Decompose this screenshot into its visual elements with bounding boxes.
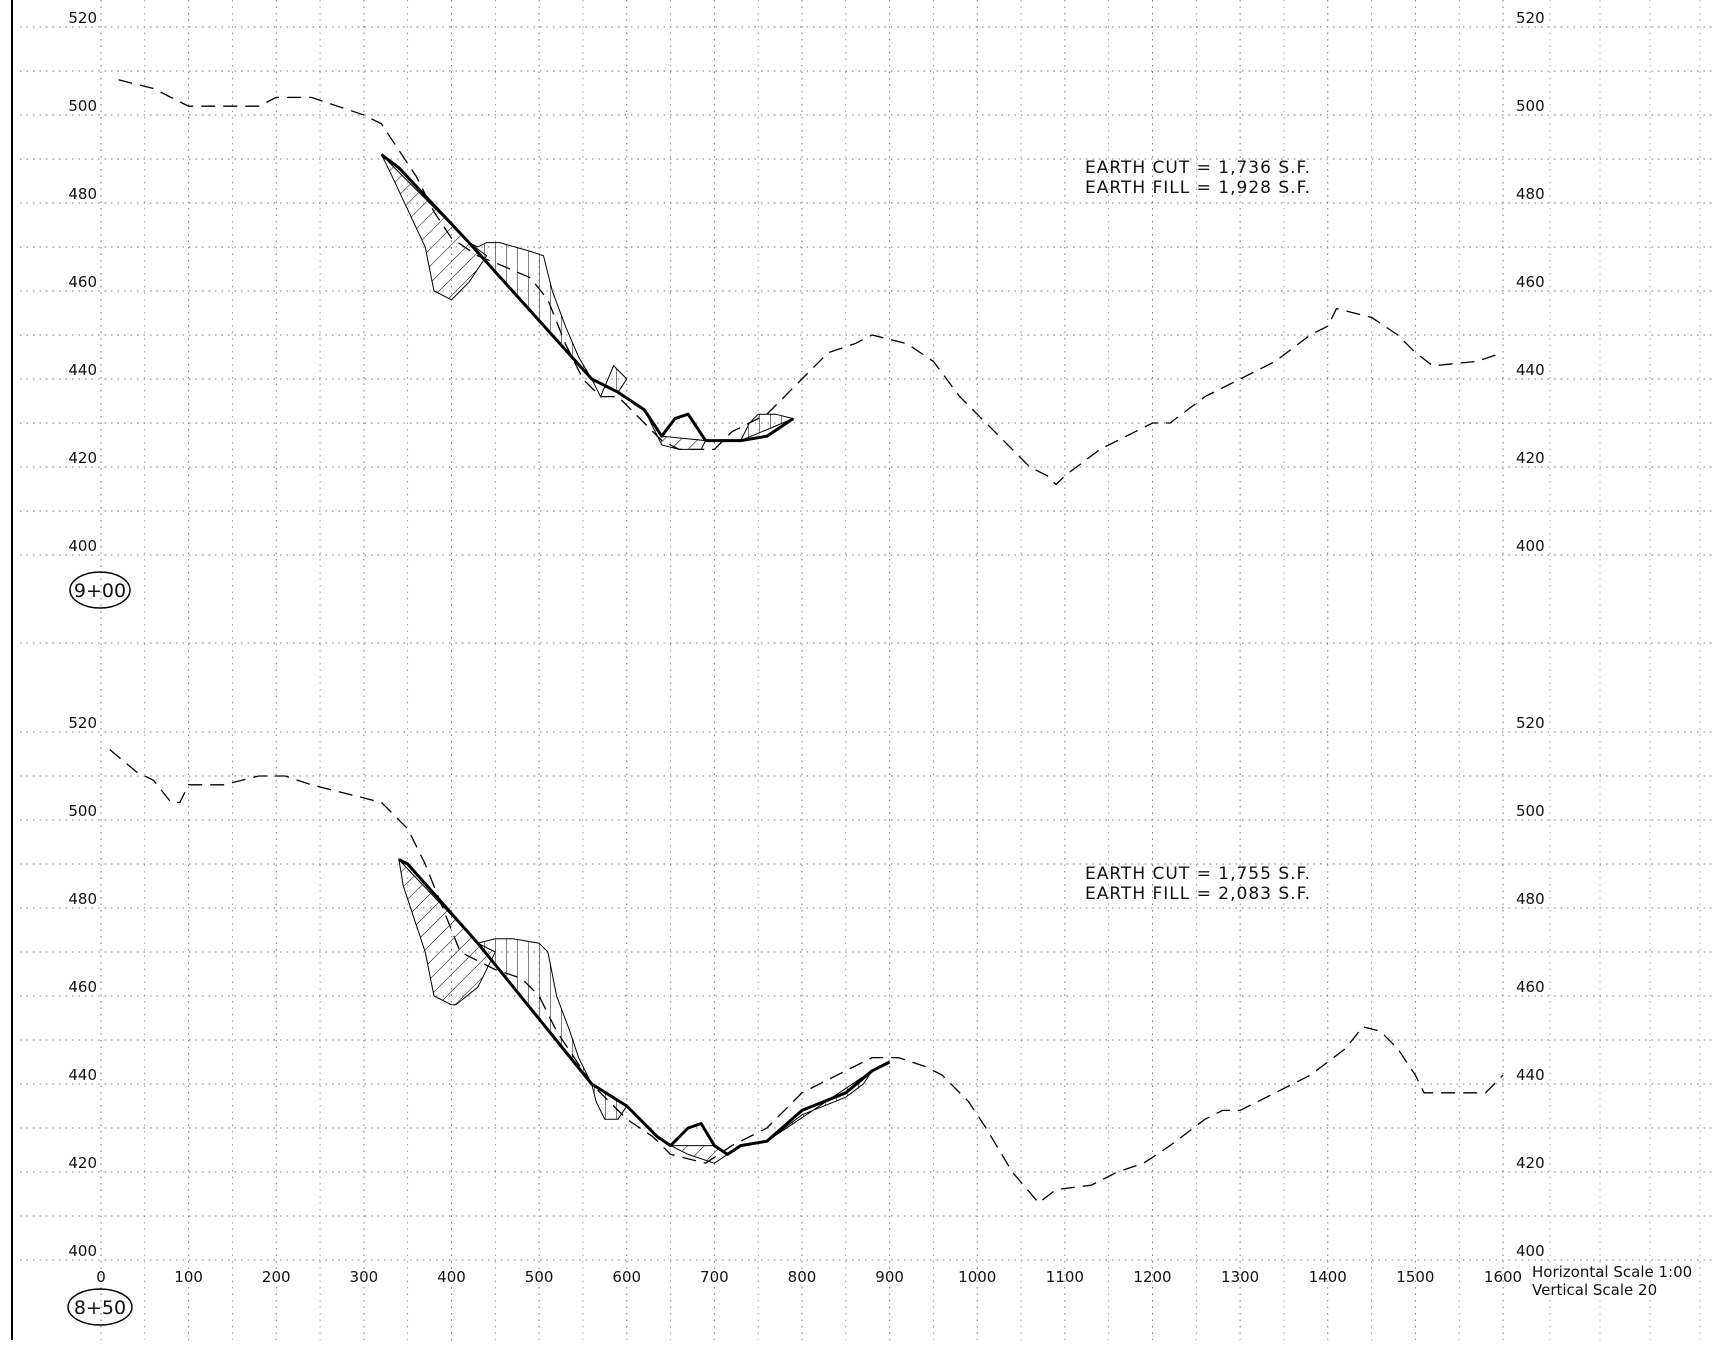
x-tick-700: 700: [700, 1268, 729, 1286]
y-tick-left-520: 520: [68, 714, 97, 732]
y-tick-right-520: 520: [1516, 714, 1545, 732]
y-tick-left-480: 480: [68, 185, 97, 203]
existing-ground-8-50: [109, 749, 1504, 1204]
x-tick-400: 400: [437, 1268, 466, 1286]
earth-cut-label-8-50: EARTH CUT = 1,755 S.F.: [1085, 864, 1311, 884]
station-tag-8-50: 8+50: [67, 1288, 133, 1326]
x-tick-1500: 1500: [1396, 1268, 1434, 1286]
scale-note: Horizontal Scale 1:00 Vertical Scale 20: [1532, 1263, 1692, 1299]
y-tick-left-440: 440: [68, 361, 97, 379]
y-tick-left-460: 460: [68, 273, 97, 291]
y-tick-right-520: 520: [1516, 9, 1545, 27]
x-tick-300: 300: [350, 1268, 379, 1286]
y-tick-right-440: 440: [1516, 361, 1545, 379]
x-tick-1200: 1200: [1133, 1268, 1171, 1286]
y-tick-right-400: 400: [1516, 537, 1545, 555]
cut-area-8-50-0: [398, 858, 496, 1006]
y-tick-left-460: 460: [68, 978, 97, 996]
earth-cut-label-9-00: EARTH CUT = 1,736 S.F.: [1085, 158, 1311, 178]
proposed-grade-9-00: [380, 153, 795, 443]
x-tick-200: 200: [262, 1268, 291, 1286]
y-tick-right-400: 400: [1516, 1242, 1545, 1260]
y-tick-left-500: 500: [68, 802, 97, 820]
y-tick-right-500: 500: [1516, 97, 1545, 115]
y-tick-left-400: 400: [68, 1242, 97, 1260]
section-8-50-panel: EARTH CUT = 1,755 S.F. EARTH FILL = 2,08…: [67, 714, 1545, 1326]
horizontal-scale-label: Horizontal Scale 1:00: [1532, 1263, 1692, 1281]
x-tick-1300: 1300: [1221, 1268, 1259, 1286]
y-tick-right-460: 460: [1516, 273, 1545, 291]
y-tick-left-520: 520: [68, 9, 97, 27]
y-tick-right-480: 480: [1516, 890, 1545, 908]
cut-area-9-00-0: [380, 154, 488, 301]
x-tick-1000: 1000: [958, 1268, 996, 1286]
section-9-00-panel: EARTH CUT = 1,736 S.F. EARTH FILL = 1,92…: [68, 9, 1545, 609]
earth-fill-label-8-50: EARTH FILL = 2,083 S.F.: [1085, 884, 1311, 904]
proposed-grade-8-50: [398, 858, 891, 1156]
station-tag-9-00: 9+00: [69, 571, 131, 609]
x-axis-labels: 0 100 200 300 400 500 600 700 800 900 1000 1100 1200…: [96, 1268, 1522, 1286]
x-tick-1600: 1600: [1484, 1268, 1522, 1286]
x-tick-500: 500: [525, 1268, 554, 1286]
station-label-9-00: 9+00: [74, 580, 126, 602]
y-tick-right-460: 460: [1516, 978, 1545, 996]
x-tick-1400: 1400: [1309, 1268, 1347, 1286]
station-label-8-50: 8+50: [74, 1297, 126, 1319]
x-tick-0: 0: [96, 1268, 106, 1286]
y-tick-right-440: 440: [1516, 1066, 1545, 1084]
y-tick-left-500: 500: [68, 97, 97, 115]
y-tick-left-420: 420: [68, 449, 97, 467]
y-tick-left-420: 420: [68, 1154, 97, 1172]
grid: [20, 0, 1712, 1340]
y-tick-right-480: 480: [1516, 185, 1545, 203]
y-tick-left-480: 480: [68, 890, 97, 908]
x-tick-100: 100: [174, 1268, 203, 1286]
y-tick-right-500: 500: [1516, 802, 1545, 820]
y-tick-right-420: 420: [1516, 1154, 1545, 1172]
y-tick-right-420: 420: [1516, 449, 1545, 467]
y-tick-left-400: 400: [68, 537, 97, 555]
fill-area-8-50-2: [766, 1070, 873, 1142]
cut-area-9-00-1: [643, 409, 707, 450]
x-tick-600: 600: [612, 1268, 641, 1286]
x-tick-900: 900: [875, 1268, 904, 1286]
vertical-scale-label: Vertical Scale 20: [1532, 1281, 1657, 1299]
x-tick-800: 800: [788, 1268, 817, 1286]
x-tick-1100: 1100: [1046, 1268, 1084, 1286]
earth-fill-label-9-00: EARTH FILL = 1,928 S.F.: [1085, 178, 1311, 198]
y-tick-left-440: 440: [68, 1066, 97, 1084]
existing-ground-9-00: [118, 79, 1504, 486]
